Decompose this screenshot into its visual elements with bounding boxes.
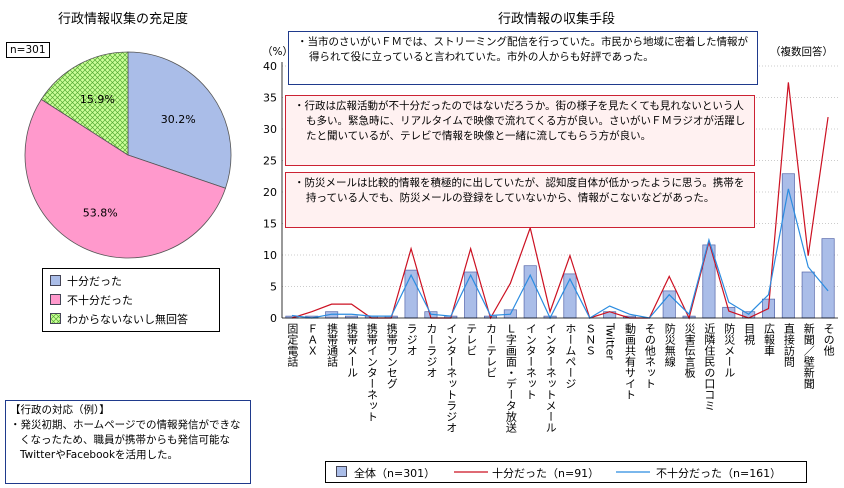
legend-swatch-all xyxy=(336,466,347,477)
x-tick-label: 新聞／壁新聞 xyxy=(802,323,816,389)
x-tick-label: その他 xyxy=(822,323,836,356)
note-fm-streaming: ・当市のさいがいＦＭでは、ストリーミング配信を行っていた。市民から地域に密着した… xyxy=(288,31,758,85)
gov-response-box: 【行政の対応（例）】 ・発災初期、ホームページでの情報発信ができなくなったため、… xyxy=(5,400,251,484)
x-tick-label: 携帯インターネット xyxy=(365,323,379,422)
note-tv-video: ・行政は広報活動が不十分だったのではないだろうか。街の様子を見たくても見れないと… xyxy=(285,95,755,166)
x-tick-label: 目視 xyxy=(742,323,756,345)
y-tick-label: 0 xyxy=(270,312,277,325)
x-tick-label: Twitter xyxy=(603,323,617,360)
pie-slice-insufficient xyxy=(24,98,226,259)
x-tick-label: インターネットメール xyxy=(544,323,558,433)
note-disaster-mail-text: ・防災メールは比較的情報を積極的に出していたが、認知度自体が低かったように思う。… xyxy=(294,177,745,204)
legend-swatch-insufficient xyxy=(50,294,61,305)
x-tick-label: インターネット xyxy=(524,323,538,400)
x-tick-label: ＳＮＳ xyxy=(583,323,597,356)
pie-slice-unknown xyxy=(40,51,129,156)
note-disaster-mail: ・防災メールは比較的情報を積極的に出していたが、認知度自体が低かったように思う。… xyxy=(285,172,755,228)
legend-line-sufficient xyxy=(454,471,488,473)
y-tick-label: 25 xyxy=(263,155,277,168)
bar-legend: 全体（n=301） 十分だった（n=91） 不十分だった（n=161） xyxy=(325,461,807,483)
y-tick-label: 40 xyxy=(263,60,277,73)
bar xyxy=(801,271,815,319)
sample-size-label: n=301 xyxy=(6,42,50,58)
legend-label-line-sufficient: 十分だった（n=91） xyxy=(492,467,600,480)
bar xyxy=(404,269,418,319)
x-tick-label: 近隣住民の口コミ xyxy=(702,323,716,411)
x-tick-label: ラジオ xyxy=(405,323,419,356)
x-tick-label: その他ネット xyxy=(643,323,657,389)
pie-slice-sufficient xyxy=(127,51,232,189)
x-tick-label: カーラジオ xyxy=(424,323,438,378)
x-tick-label: カーテレビ xyxy=(484,323,498,378)
note-fm-streaming-text: ・当市のさいがいＦＭでは、ストリーミング配信を行っていた。市民から地域に密着した… xyxy=(297,36,748,63)
x-tick-label: 広報車 xyxy=(762,323,776,356)
pie-chart: 30.2% 53.8% 15.9% xyxy=(24,51,232,259)
y-tick-label: 15 xyxy=(263,218,277,231)
x-tick-label: 携帯ワンセグ xyxy=(385,323,399,389)
x-tick-label: ＦＡＸ xyxy=(305,323,319,356)
pie-chart-title: 行政情報収集の充足度 xyxy=(58,12,189,27)
gov-response-text: ・発災初期、ホームページでの情報発信ができなくなったため、職員が携帯からも発信可… xyxy=(10,419,241,461)
bar xyxy=(523,265,537,319)
x-tick-label: インターネットラジオ xyxy=(444,323,458,433)
y-tick-label: 30 xyxy=(263,123,277,136)
y-tick-label: 20 xyxy=(263,186,277,199)
x-tick-label: ホームページ xyxy=(563,323,577,389)
y-axis-unit: （%） xyxy=(262,46,293,58)
legend-label-insufficient: 不十分だった xyxy=(67,294,133,307)
x-tick-label: 固定電話 xyxy=(285,323,299,367)
x-tick-label: 災害伝言板 xyxy=(683,323,697,378)
bar xyxy=(563,273,577,319)
x-tick-label: 携帯通話 xyxy=(325,323,339,367)
gov-response-title: 【行政の対応（例）】 xyxy=(10,404,110,416)
x-tick-label: 防災メール xyxy=(722,323,736,378)
series-line-insufficient xyxy=(291,188,829,320)
multiple-answer-note: （複数回答） xyxy=(770,46,833,58)
bar-chart-title: 行政情報の収集手段 xyxy=(498,12,616,27)
bar xyxy=(821,238,835,319)
bar xyxy=(464,271,478,319)
legend-label-sufficient: 十分だった xyxy=(67,275,122,288)
y-tick-label: 35 xyxy=(263,92,277,105)
legend-swatch-sufficient xyxy=(50,275,61,286)
legend-swatch-unknown xyxy=(50,313,61,324)
x-tick-label: Ｌ字画面・データ放送 xyxy=(504,323,518,433)
x-tick-label: 直接訪問 xyxy=(782,323,796,367)
pie-data-label: 53.8% xyxy=(83,207,118,220)
bar xyxy=(781,173,795,319)
note-tv-video-text: ・行政は広報活動が不十分だったのではないだろうか。街の様子を見たくても見れないと… xyxy=(294,100,746,142)
pie-data-label: 15.9% xyxy=(80,93,115,106)
x-tick-label: 動画共有サイト xyxy=(623,323,637,400)
legend-label-all: 全体（n=301） xyxy=(354,467,436,480)
x-tick-label: 防災無線 xyxy=(663,323,677,367)
legend-line-insufficient xyxy=(616,471,650,473)
pie-data-label: 30.2% xyxy=(161,113,196,126)
x-tick-label: 携帯メール xyxy=(345,323,359,378)
x-tick-label: テレビ xyxy=(464,323,478,356)
pie-legend: 十分だった 不十分だった わからないないし無回答 xyxy=(42,268,220,332)
y-tick-label: 5 xyxy=(270,281,277,294)
legend-label-unknown: わからないないし無回答 xyxy=(67,313,188,326)
legend-label-line-insufficient: 不十分だった（n=161） xyxy=(656,467,782,480)
y-tick-label: 10 xyxy=(263,249,277,262)
